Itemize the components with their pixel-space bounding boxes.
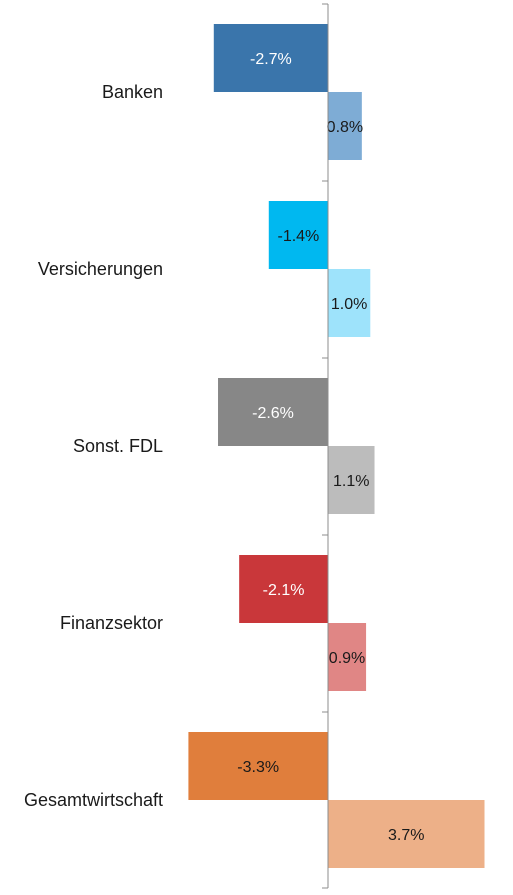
data-label: -1.4%	[277, 228, 319, 245]
bar	[239, 555, 328, 623]
bar	[213, 24, 328, 92]
bar	[328, 623, 367, 691]
data-label: -2.7%	[250, 51, 292, 68]
data-label: -2.1%	[263, 582, 305, 599]
category-label: Sonst. FDL	[73, 436, 163, 456]
data-label: 0.8%	[327, 119, 363, 136]
data-label: 1.1%	[333, 473, 369, 490]
data-label: -2.6%	[252, 405, 294, 422]
bar	[188, 732, 328, 800]
data-label: -3.3%	[237, 759, 279, 776]
category-label: Banken	[102, 82, 163, 102]
bar	[268, 201, 328, 269]
category-label: Finanzsektor	[60, 613, 163, 633]
bar	[328, 446, 375, 514]
data-label: 1.0%	[331, 296, 367, 313]
category-label: Versicherungen	[38, 259, 163, 279]
data-label: 3.7%	[388, 827, 424, 844]
bar	[328, 800, 485, 868]
category-label: Gesamtwirtschaft	[24, 790, 163, 810]
bar	[218, 378, 328, 446]
bar	[328, 92, 362, 160]
data-label: 0.9%	[329, 650, 365, 667]
bar	[328, 269, 371, 337]
